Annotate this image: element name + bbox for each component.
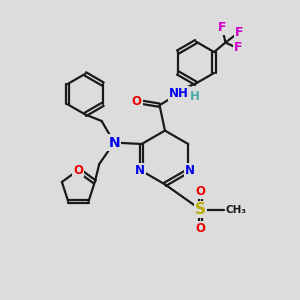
Text: O: O xyxy=(196,185,206,198)
Text: NH: NH xyxy=(169,87,189,100)
Text: N: N xyxy=(135,164,145,177)
Text: F: F xyxy=(235,26,243,38)
Text: H: H xyxy=(190,90,200,103)
Text: N: N xyxy=(108,136,120,149)
Text: N: N xyxy=(185,164,195,177)
Text: O: O xyxy=(196,222,206,235)
Text: O: O xyxy=(132,95,142,108)
Text: CH₃: CH₃ xyxy=(226,205,247,215)
Text: F: F xyxy=(218,21,227,34)
Text: S: S xyxy=(195,202,206,217)
Text: O: O xyxy=(74,164,83,176)
Text: F: F xyxy=(234,41,242,54)
